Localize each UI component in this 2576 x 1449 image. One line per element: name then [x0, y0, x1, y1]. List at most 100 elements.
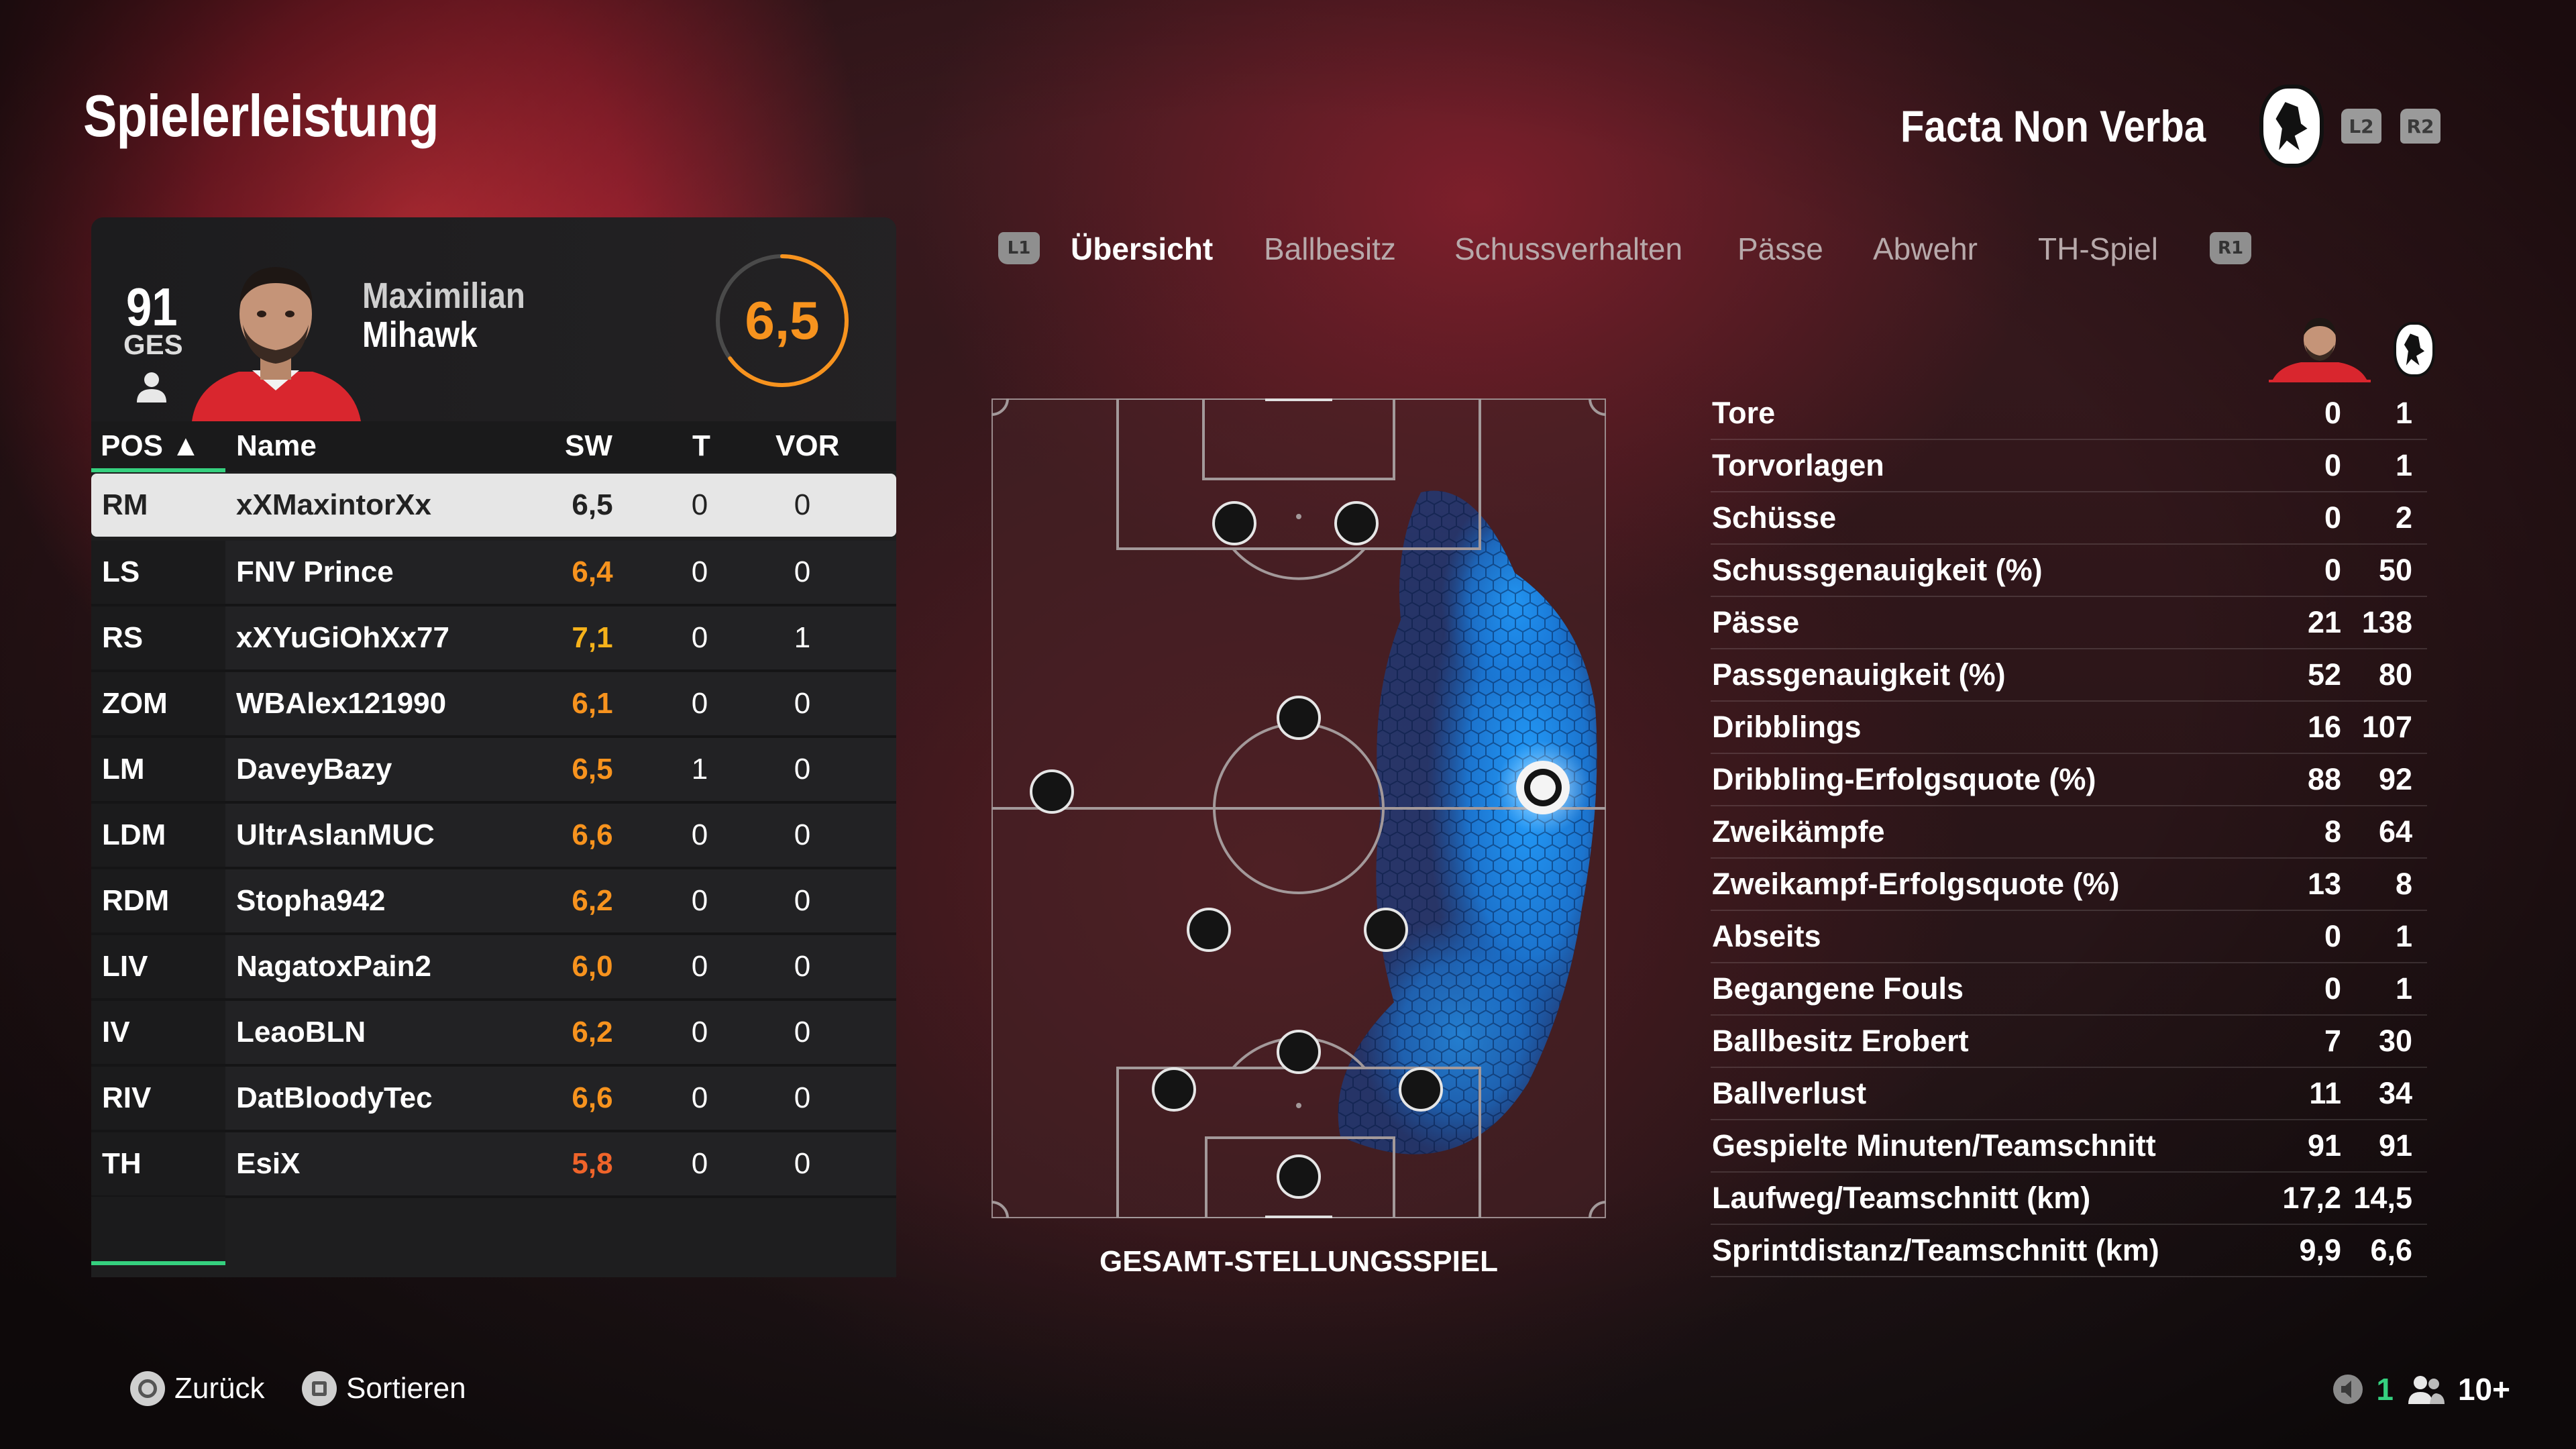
stat-player-value: 7: [2324, 1024, 2341, 1058]
stat-team-value: 91: [2378, 1128, 2412, 1163]
stat-row-zweikampf-erfolgsquote: Zweikampf-Erfolgsquote (%) 13 8: [1711, 857, 2427, 911]
stat-row-gespielte-minuten: Gespielte Minuten/Teamschnitt 91 91: [1711, 1119, 2427, 1173]
positioning-heatmap: [991, 398, 1606, 1218]
row-position: LM: [102, 753, 145, 786]
r2-button[interactable]: R2: [2400, 109, 2440, 144]
stat-row-passgenauigkeit: Passgenauigkeit (%) 52 80: [1711, 648, 2427, 702]
row-position: ZOM: [102, 687, 168, 720]
stat-row-schuesse: Schüsse 0 2: [1711, 491, 2427, 545]
stat-team-value: 30: [2378, 1024, 2412, 1058]
heatmap-caption: GESAMT-STELLUNGSSPIEL: [1099, 1245, 1499, 1278]
player-portrait: [192, 267, 361, 421]
tab-paesse[interactable]: Pässe: [1737, 231, 1823, 266]
table-row[interactable]: LDM UltrAslanMUC 6,6 0 0: [91, 804, 896, 869]
row-goals: 1: [691, 753, 708, 786]
row-assists: 0: [794, 1081, 811, 1114]
back-button[interactable]: Zurück: [130, 1371, 264, 1406]
row-rating: 7,1: [572, 621, 613, 654]
row-assists: 0: [794, 818, 811, 851]
table-header: [91, 421, 896, 471]
stat-player-value: 11: [2309, 1076, 2341, 1110]
row-rating: 6,4: [572, 555, 613, 588]
square-button-icon: [302, 1371, 337, 1406]
tab-th-spiel[interactable]: TH-Spiel: [2038, 231, 2158, 266]
l2-button[interactable]: L2: [2341, 109, 2381, 144]
stat-row-torvorlagen: Torvorlagen 0 1: [1711, 439, 2427, 492]
stat-label: Gespielte Minuten/Teamschnitt: [1712, 1128, 2156, 1163]
row-rating: 6,1: [572, 687, 613, 720]
stat-row-abseits: Abseits 0 1: [1711, 910, 2427, 963]
table-row[interactable]: LIV NagatoxPain2 6,0 0 0: [91, 935, 896, 1001]
stat-team-value: 138: [2361, 605, 2412, 639]
row-position: LIV: [102, 950, 148, 983]
stat-row-schussgenauigkeit: Schussgenauigkeit (%) 0 50: [1711, 543, 2427, 597]
stat-row-paesse: Pässe 21 138: [1711, 596, 2427, 649]
row-position: IV: [102, 1016, 130, 1049]
table-row[interactable]: LS FNV Prince 6,4 0 0: [91, 541, 896, 606]
row-goals: 0: [691, 555, 708, 588]
stat-player-value: 17,2: [2282, 1181, 2341, 1215]
stat-label: Ballverlust: [1712, 1076, 1867, 1110]
row-position: RS: [102, 621, 144, 654]
table-row[interactable]: RDM Stopha942 6,2 0 0: [91, 869, 896, 935]
column-header-sw[interactable]: SW: [565, 429, 612, 462]
stat-row-dribblings: Dribblings 16 107: [1711, 700, 2427, 754]
l1-button[interactable]: L1: [998, 232, 1040, 264]
stat-team-value: 107: [2361, 710, 2412, 744]
stat-row-ballbesitz-erobert: Ballbesitz Erobert 7 30: [1711, 1014, 2427, 1068]
row-rating: 6,2: [572, 884, 613, 917]
sort-button[interactable]: Sortieren: [302, 1371, 466, 1406]
row-assists: 0: [794, 555, 811, 588]
row-player-name: NagatoxPain2: [236, 950, 431, 983]
table-row[interactable]: LM DaveyBazy 6,5 1 0: [91, 738, 896, 804]
tab-ballbesitz[interactable]: Ballbesitz: [1264, 231, 1396, 266]
table-row[interactable]: RIV DatBloodyTec 6,6 0 0: [91, 1067, 896, 1132]
stat-label: Zweikampf-Erfolgsquote (%): [1712, 867, 2120, 901]
row-rating: 6,6: [572, 1081, 613, 1114]
table-row[interactable]: ZOM WBAlex121990 6,1 0 0: [91, 672, 896, 738]
row-goals: 0: [691, 818, 708, 851]
row-assists: 0: [794, 1016, 811, 1049]
row-assists: 0: [794, 687, 811, 720]
row-position: RM: [102, 488, 148, 521]
overall-label: GES: [123, 329, 183, 360]
column-header-vor[interactable]: VOR: [775, 429, 840, 462]
stat-player-value: 21: [2307, 605, 2341, 639]
tab-schussverhalten[interactable]: Schussverhalten: [1454, 231, 1683, 266]
row-assists: 0: [794, 488, 811, 521]
stat-team-value: 92: [2378, 762, 2412, 796]
stat-player-value: 91: [2307, 1128, 2341, 1163]
stat-label: Torvorlagen: [1712, 448, 1884, 482]
row-goals: 0: [691, 1081, 708, 1114]
table-row[interactable]: TH EsiX 5,8 0 0: [91, 1132, 896, 1198]
column-header-pos[interactable]: POS ▲: [101, 429, 201, 462]
sort-indicator: [91, 468, 225, 472]
table-row[interactable]: RS xXYuGiOhXx77 7,1 0 1: [91, 606, 896, 672]
tab-uebersicht[interactable]: Übersicht: [1071, 231, 1214, 266]
player-last-name: Mihawk: [362, 315, 478, 355]
stat-player-value: 52: [2307, 657, 2341, 692]
column-header-t[interactable]: T: [692, 429, 710, 462]
player-first-name: Maximilian: [362, 276, 525, 316]
row-player-name: EsiX: [236, 1147, 301, 1180]
stat-label: Abseits: [1712, 919, 1821, 953]
tab-abwehr[interactable]: Abwehr: [1873, 231, 1978, 266]
row-assists: 0: [794, 950, 811, 983]
table-row[interactable]: RM xXMaxintorXx 6,5 0 0: [91, 474, 896, 537]
row-player-name: UltrAslanMUC: [236, 818, 435, 851]
row-player-name: LeaoBLN: [236, 1016, 366, 1049]
stat-label: Dribblings: [1712, 710, 1862, 744]
stat-team-value: 1: [2395, 919, 2412, 953]
stat-label: Passgenauigkeit (%): [1712, 657, 2006, 692]
row-goals: 0: [691, 1016, 708, 1049]
stat-row-ballverlust: Ballverlust 11 34: [1711, 1067, 2427, 1120]
table-row[interactable]: IV LeaoBLN 6,2 0 0: [91, 1001, 896, 1067]
stat-team-value: 6,6: [2370, 1233, 2412, 1267]
stat-player-value: 8: [2324, 814, 2341, 849]
row-goals: 0: [691, 621, 708, 654]
stat-row-zweikaempfe: Zweikämpfe 8 64: [1711, 805, 2427, 859]
circle-button-icon: [130, 1371, 165, 1406]
row-position: RIV: [102, 1081, 152, 1114]
r1-button[interactable]: R1: [2210, 232, 2251, 264]
column-header-name[interactable]: Name: [236, 429, 317, 462]
